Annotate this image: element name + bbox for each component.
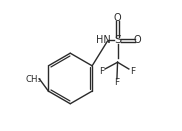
Text: F: F [99,67,104,76]
Text: S: S [114,35,121,45]
Text: O: O [134,35,141,45]
Text: O: O [114,13,121,23]
Text: CH₃: CH₃ [26,75,42,84]
Text: F: F [130,67,135,76]
Text: F: F [114,78,120,87]
Text: HN: HN [96,35,111,45]
